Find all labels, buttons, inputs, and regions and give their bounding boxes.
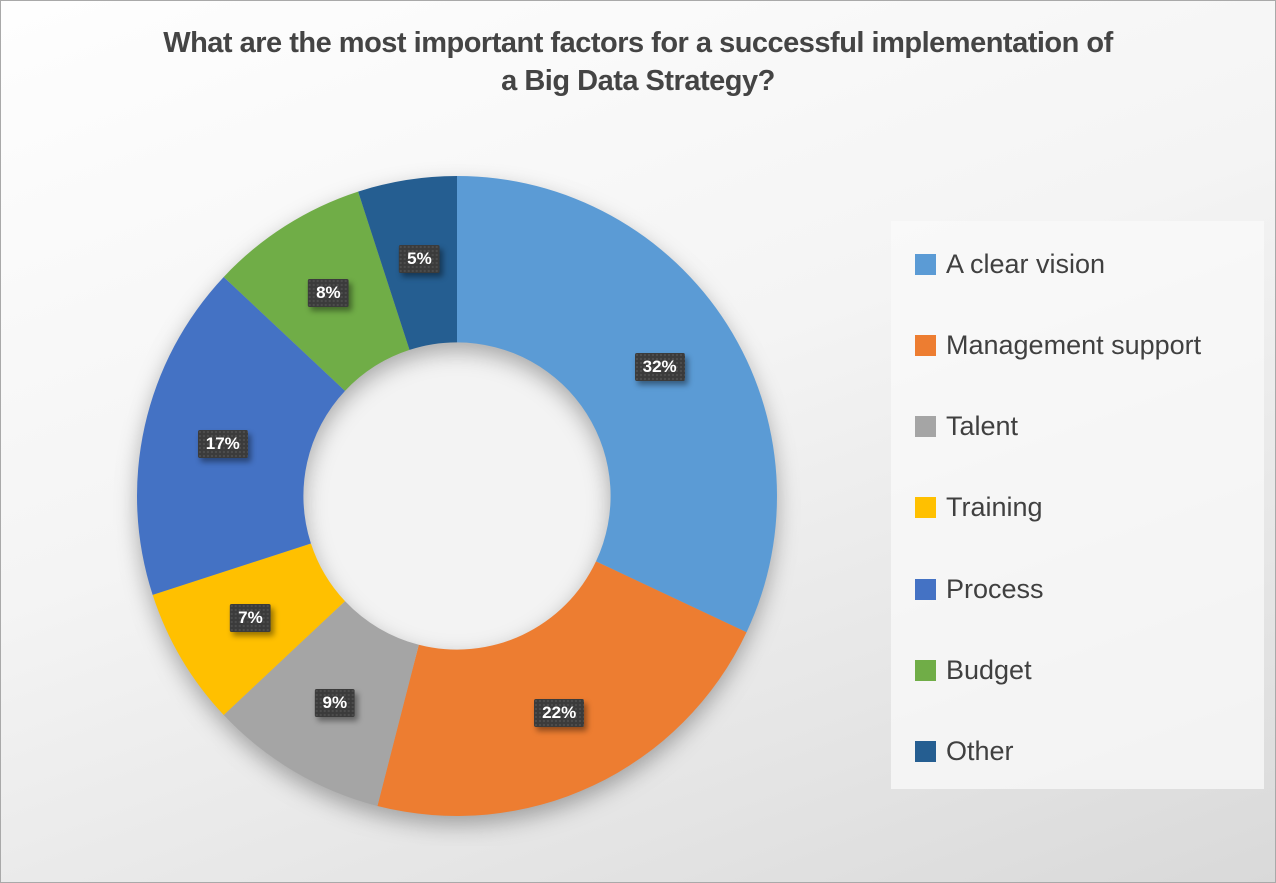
legend-label-process: Process [946, 573, 1044, 604]
data-label-budget: 8% [308, 279, 349, 308]
legend-swatch-a-clear-vision [915, 253, 936, 275]
legend-swatch-other [915, 741, 936, 763]
legend-label-budget: Budget [946, 655, 1032, 686]
legend: A clear vision Management support Talent Tr… [891, 221, 1264, 789]
legend-item-a-clear-vision: A clear vision [915, 249, 1264, 279]
chart-title-line1: What are the most important factors for … [163, 27, 1113, 59]
data-label-training: 7% [230, 604, 271, 633]
data-label-other: 5% [399, 244, 440, 273]
legend-label-management-support: Management support [946, 329, 1202, 360]
legend-swatch-process [915, 578, 936, 600]
data-label-process: 17% [197, 429, 248, 458]
legend-swatch-talent [915, 416, 936, 438]
legend-item-budget: Budget [915, 656, 1264, 686]
legend-swatch-training [915, 497, 936, 519]
donut-chart-svg [136, 176, 777, 817]
pie-slice-a-clear-vision [457, 176, 777, 633]
legend-label-other: Other [946, 736, 1014, 767]
legend-item-other: Other [915, 737, 1264, 767]
data-label-a-clear-vision: 32% [634, 353, 685, 382]
legend-item-process: Process [915, 574, 1264, 604]
legend-item-training: Training [915, 493, 1264, 523]
legend-item-talent: Talent [915, 412, 1264, 442]
donut-chart: 32% 22% 9% 7% 17% 8% 5% [107, 146, 807, 846]
legend-label-a-clear-vision: A clear vision [946, 248, 1106, 279]
chart-title-line2: a Big Data Strategy? [501, 64, 775, 97]
legend-item-management-support: Management support [915, 330, 1264, 360]
legend-label-training: Training [946, 492, 1043, 523]
pie-slice-management-support [377, 561, 747, 817]
data-label-talent: 9% [314, 688, 356, 717]
donut-hole [303, 342, 611, 650]
legend-swatch-management-support [915, 334, 936, 356]
chart-title: What are the most important factors for … [1, 25, 1275, 100]
legend-swatch-budget [915, 660, 936, 682]
data-label-management-support: 22% [534, 699, 585, 728]
legend-label-talent: Talent [946, 411, 1019, 442]
